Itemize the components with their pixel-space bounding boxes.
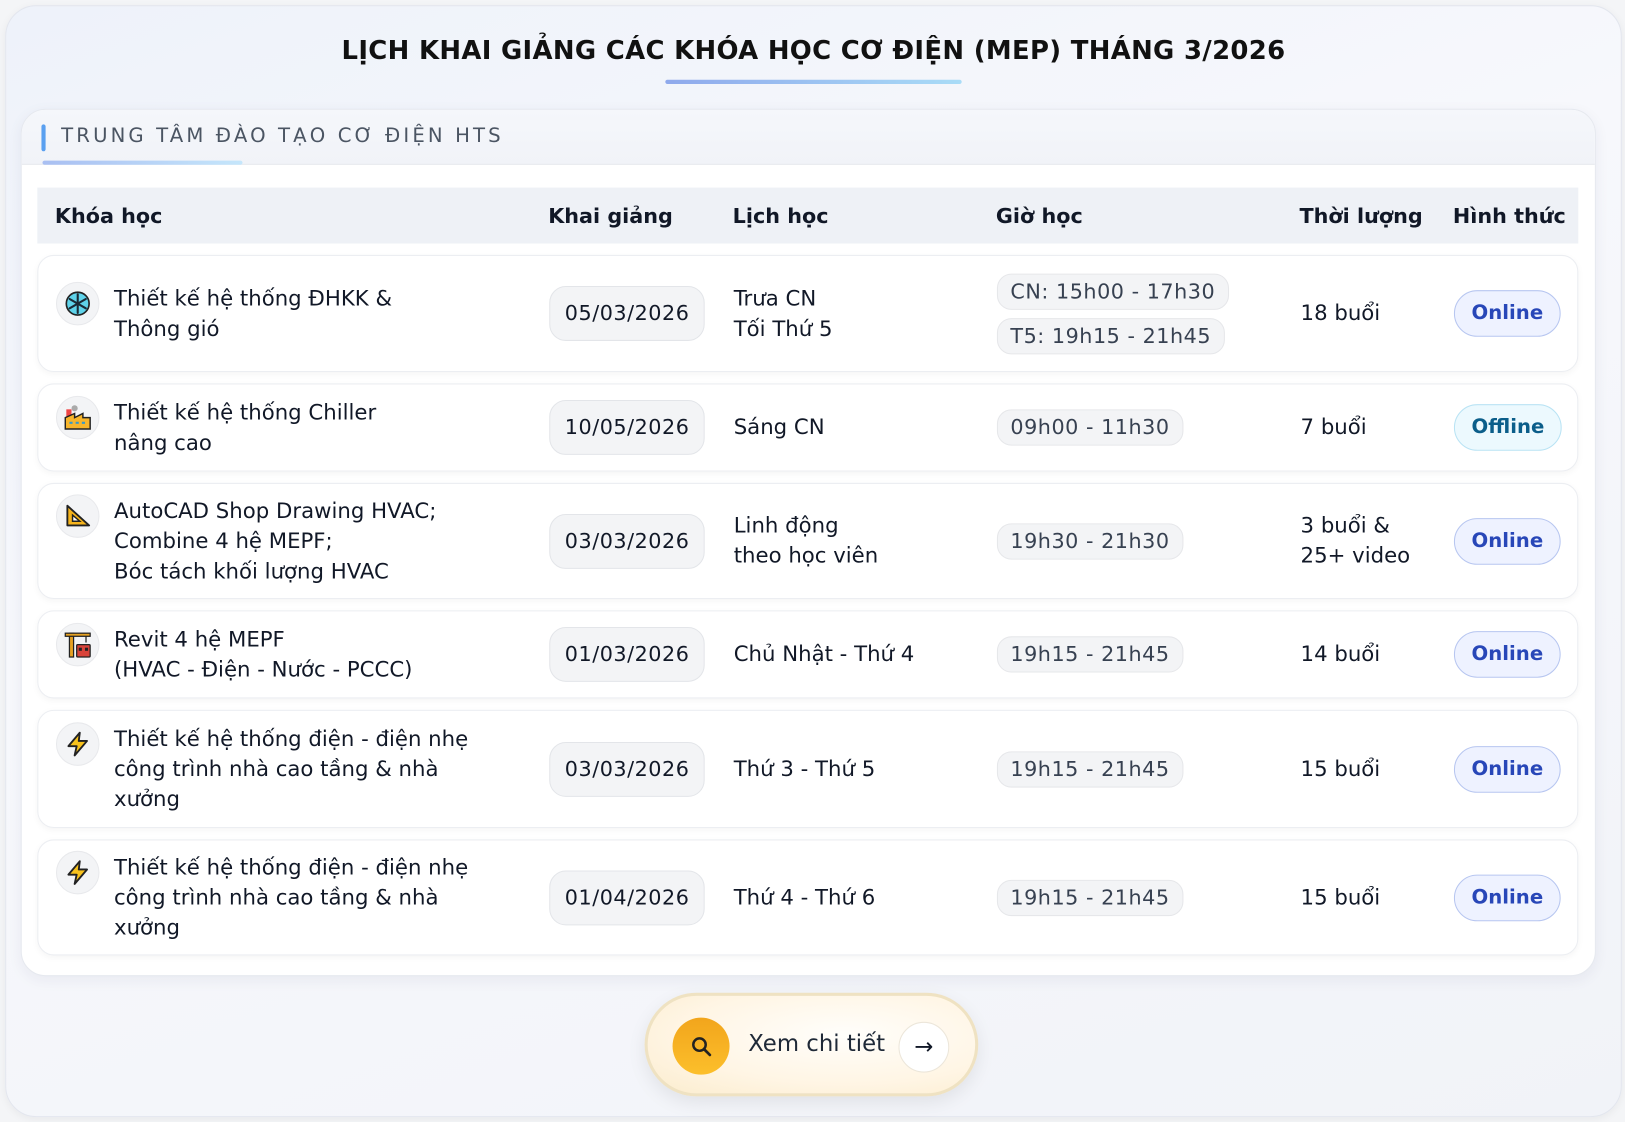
construction-crane-icon bbox=[55, 622, 100, 666]
lightning-icon bbox=[55, 850, 100, 894]
duration: 7 buổi bbox=[1300, 414, 1367, 440]
triangle-ruler-icon bbox=[55, 493, 100, 538]
column-header-schedule: Lịch học bbox=[732, 203, 829, 228]
course-name: Revit 4 hệ MEPF (HVAC - Điện - Nước - PC… bbox=[113, 626, 413, 682]
table-row: AutoCAD Shop Drawing HVAC; Combine 4 hệ … bbox=[37, 482, 1579, 599]
format-cell: Online bbox=[1453, 745, 1579, 793]
start-date: 01/04/2026 bbox=[549, 869, 705, 925]
format-badge: Online bbox=[1453, 874, 1561, 921]
card-label: TRUNG TÂM ĐÀO TẠO CƠ ĐIỆN HTS bbox=[61, 124, 504, 148]
duration: 15 buổi bbox=[1300, 884, 1381, 910]
format-badge: Offline bbox=[1453, 404, 1563, 451]
schedule: Thứ 4 - Thứ 6 bbox=[733, 884, 876, 910]
course-cell: Thiết kế hệ thống Chiller nâng cao bbox=[38, 395, 549, 457]
duration: 3 buổi & 25+ video bbox=[1300, 512, 1411, 568]
time-cell: 19h30 - 21h30 bbox=[996, 522, 1301, 560]
course-cell: Revit 4 hệ MEPF (HVAC - Điện - Nước - PC… bbox=[38, 622, 549, 684]
table-row: Thiết kế hệ thống điện - điện nhẹ công t… bbox=[37, 709, 1579, 829]
schedule: Thứ 3 - Thứ 5 bbox=[733, 755, 876, 781]
card-header: TRUNG TÂM ĐÀO TẠO CƠ ĐIỆN HTS bbox=[21, 109, 1595, 165]
table-row: Revit 4 hệ MEPF (HVAC - Điện - Nước - PC… bbox=[37, 610, 1579, 699]
schedule: Linh động theo học viên bbox=[733, 512, 879, 568]
start-date: 01/03/2026 bbox=[549, 626, 705, 682]
format-cell: Offline bbox=[1453, 404, 1579, 451]
factory-icon bbox=[55, 395, 100, 439]
class-time: 19h15 - 21h45 bbox=[996, 750, 1184, 788]
start-date: 10/05/2026 bbox=[549, 400, 705, 455]
duration: 14 buổi bbox=[1300, 641, 1381, 667]
course-table: Khóa học Khai giảng Lịch học Giờ học Thờ… bbox=[37, 187, 1579, 956]
table-header: Khóa học Khai giảng Lịch học Giờ học Thờ… bbox=[37, 187, 1579, 244]
start-date: 05/03/2026 bbox=[549, 286, 705, 341]
format-badge: Online bbox=[1453, 290, 1561, 337]
start-date: 03/03/2026 bbox=[549, 741, 705, 797]
time-cell: 09h00 - 11h30 bbox=[996, 409, 1301, 446]
arrow-right-icon: → bbox=[898, 1021, 950, 1073]
column-header-duration: Thời lượng bbox=[1299, 203, 1423, 228]
time-cell: CN: 15h00 - 17h30 T5: 19h15 - 21h45 bbox=[996, 273, 1301, 354]
course-cell: AutoCAD Shop Drawing HVAC; Combine 4 hệ … bbox=[38, 493, 549, 586]
class-time: 19h15 - 21h45 bbox=[996, 879, 1184, 916]
search-icon bbox=[672, 1017, 730, 1075]
table-row: Thiết kế hệ thống điện - điện nhẹ công t… bbox=[37, 839, 1579, 956]
course-cell: Thiết kế hệ thống ĐHKK & Thông gió bbox=[38, 281, 549, 343]
start-date-cell: 10/05/2026 bbox=[549, 400, 733, 455]
class-time: 19h30 - 21h30 bbox=[996, 522, 1184, 560]
schedule: Chủ Nhật - Thứ 4 bbox=[733, 641, 915, 667]
header-accent-bar bbox=[41, 124, 46, 152]
course-name: AutoCAD Shop Drawing HVAC; Combine 4 hệ … bbox=[113, 497, 437, 583]
schedule-card: TRUNG TÂM ĐÀO TẠO CƠ ĐIỆN HTS Khóa học K… bbox=[20, 108, 1596, 977]
course-cell: Thiết kế hệ thống điện - điện nhẹ công t… bbox=[38, 721, 549, 814]
time-cell: 19h15 - 21h45 bbox=[996, 879, 1301, 916]
course-name: Thiết kế hệ thống điện - điện nhẹ công t… bbox=[113, 725, 469, 811]
snowflake-icon bbox=[55, 281, 100, 325]
schedule: Sáng CN bbox=[733, 414, 825, 440]
header-underline bbox=[42, 160, 243, 165]
title-underline bbox=[665, 79, 962, 84]
start-date: 03/03/2026 bbox=[549, 513, 705, 569]
view-details-button[interactable]: Xem chi tiết → bbox=[644, 992, 979, 1097]
column-header-format: Hình thức bbox=[1452, 203, 1566, 228]
schedule: Trưa CN Tối Thứ 5 bbox=[733, 285, 833, 341]
column-header-start-date: Khai giảng bbox=[548, 203, 673, 228]
time-cell: 19h15 - 21h45 bbox=[996, 636, 1301, 673]
course-name: Thiết kế hệ thống điện - điện nhẹ công t… bbox=[113, 854, 469, 940]
format-cell: Online bbox=[1453, 290, 1579, 337]
format-badge: Online bbox=[1453, 517, 1561, 565]
course-name: Thiết kế hệ thống Chiller nâng cao bbox=[113, 399, 377, 455]
class-time: T5: 19h15 - 21h45 bbox=[996, 317, 1225, 354]
format-badge: Online bbox=[1453, 745, 1561, 793]
format-badge: Online bbox=[1453, 631, 1561, 678]
course-name: Thiết kế hệ thống ĐHKK & Thông gió bbox=[113, 285, 393, 341]
format-cell: Online bbox=[1453, 517, 1579, 565]
table-row: Thiết kế hệ thống ĐHKK & Thông gió 05/03… bbox=[37, 254, 1579, 373]
column-header-time: Giờ học bbox=[995, 203, 1083, 228]
lightning-icon bbox=[55, 721, 100, 766]
course-cell: Thiết kế hệ thống điện - điện nhẹ công t… bbox=[38, 850, 549, 942]
column-header-course: Khóa học bbox=[54, 203, 163, 228]
page-title: LỊCH KHAI GIẢNG CÁC KHÓA HỌC CƠ ĐIỆN (ME… bbox=[341, 35, 1286, 66]
table-row: Thiết kế hệ thống Chiller nâng cao 10/05… bbox=[37, 383, 1579, 472]
view-details-label: Xem chi tiết bbox=[748, 1031, 886, 1058]
class-time: 09h00 - 11h30 bbox=[996, 409, 1184, 446]
class-time: CN: 15h00 - 17h30 bbox=[996, 273, 1229, 310]
class-time: 19h15 - 21h45 bbox=[996, 636, 1184, 673]
start-date-cell: 03/03/2026 bbox=[549, 741, 733, 797]
start-date-cell: 03/03/2026 bbox=[549, 513, 733, 569]
format-cell: Online bbox=[1453, 874, 1579, 921]
duration: 18 buổi bbox=[1300, 300, 1381, 326]
start-date-cell: 05/03/2026 bbox=[549, 286, 733, 341]
start-date-cell: 01/04/2026 bbox=[549, 869, 733, 925]
time-cell: 19h15 - 21h45 bbox=[996, 750, 1301, 788]
format-cell: Online bbox=[1453, 631, 1579, 678]
start-date-cell: 01/03/2026 bbox=[549, 626, 733, 682]
duration: 15 buổi bbox=[1300, 755, 1381, 781]
